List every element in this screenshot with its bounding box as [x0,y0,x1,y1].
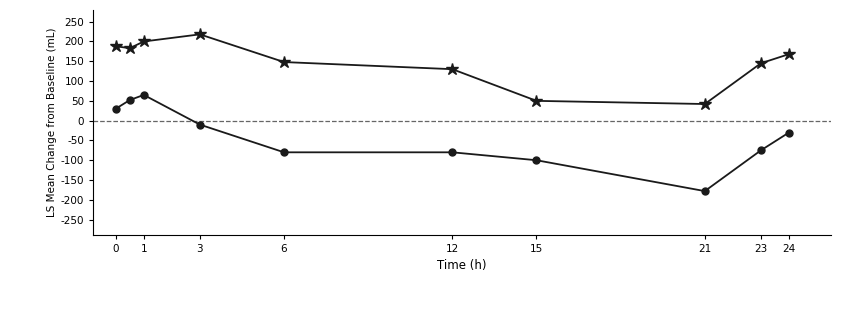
X-axis label: Time (h): Time (h) [438,259,487,272]
Y-axis label: LS Mean Change from Baseline (mL): LS Mean Change from Baseline (mL) [47,28,57,217]
